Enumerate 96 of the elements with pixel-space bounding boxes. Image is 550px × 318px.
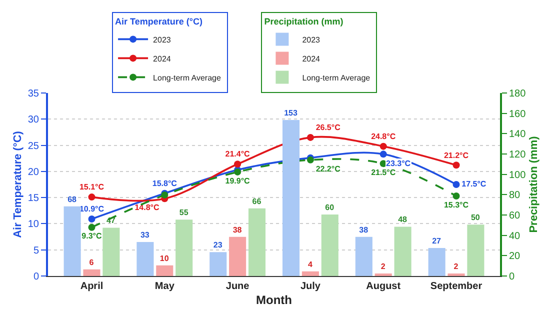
data-label: 2 bbox=[380, 262, 386, 271]
point bbox=[306, 134, 314, 141]
data-label: 23.3°C bbox=[386, 159, 411, 168]
bar bbox=[156, 265, 174, 276]
bar bbox=[229, 236, 246, 276]
x-tick-label: June bbox=[226, 281, 250, 292]
data-label: 15.3°C bbox=[444, 200, 469, 210]
data-label: 2 bbox=[454, 262, 459, 271]
text: Air Temperature (°C) bbox=[115, 16, 202, 27]
y2-tick-label: 80 bbox=[509, 190, 521, 202]
point bbox=[452, 181, 460, 188]
data-label: 60 bbox=[325, 203, 335, 212]
bar bbox=[302, 271, 319, 276]
legend-label: 2023 bbox=[153, 35, 172, 44]
y-tick-label: 5 bbox=[33, 245, 40, 256]
bar bbox=[374, 273, 392, 276]
x-axis-title: Month bbox=[256, 292, 292, 307]
data-label: 47 bbox=[106, 216, 116, 226]
bar bbox=[136, 242, 154, 276]
legend-label: Long-term Average bbox=[302, 73, 371, 82]
data-label: 22.2°C bbox=[316, 164, 341, 174]
data-label: 15.8°C bbox=[152, 179, 178, 188]
bar bbox=[321, 214, 338, 276]
y-tick-label: 25 bbox=[28, 140, 40, 152]
legend-label: 2024 bbox=[302, 54, 321, 64]
y2-tick-label: 100 bbox=[509, 170, 526, 181]
data-label: 55 bbox=[179, 208, 189, 218]
point bbox=[88, 216, 96, 223]
y-tick-label: 10 bbox=[28, 219, 40, 230]
data-label: 17.5°C bbox=[462, 180, 486, 188]
y-tick-label: 20 bbox=[28, 166, 40, 178]
y-tick-label: 35 bbox=[28, 88, 40, 100]
data-label: 26.5°C bbox=[316, 123, 341, 132]
data-label: 48 bbox=[398, 215, 408, 224]
text: Precipitation (mm) bbox=[264, 16, 344, 27]
data-label: 4 bbox=[308, 260, 313, 269]
bar bbox=[210, 252, 227, 276]
data-label: 10 bbox=[160, 254, 170, 263]
bar bbox=[102, 228, 120, 276]
x-tick-label: July bbox=[300, 281, 321, 292]
x-tick-label: August bbox=[366, 281, 402, 292]
point bbox=[234, 160, 242, 168]
data-label: 66 bbox=[252, 196, 262, 206]
bar bbox=[176, 220, 193, 276]
legend-label: 2023 bbox=[302, 35, 321, 44]
y2-tick-label: 140 bbox=[509, 129, 526, 140]
y2-tick-label: 0 bbox=[509, 272, 515, 282]
data-label: 9.3°C bbox=[82, 232, 102, 241]
y2-axis-title: Precipitation (mm) bbox=[528, 136, 540, 233]
bar bbox=[83, 269, 100, 276]
bar bbox=[282, 120, 300, 276]
point bbox=[380, 142, 387, 150]
y2-tick-label: 60 bbox=[509, 210, 521, 222]
data-label: 27 bbox=[432, 236, 442, 246]
x-tick-label: September bbox=[430, 281, 482, 292]
data-label: 24.8°C bbox=[371, 132, 396, 141]
data-label: 19.9°C bbox=[225, 176, 250, 186]
data-label: 21.5°C bbox=[371, 168, 396, 177]
data-label: 153 bbox=[284, 108, 298, 118]
data-label: 33 bbox=[140, 230, 150, 240]
legend-label: 2024 bbox=[153, 54, 172, 64]
y-tick-label: 0 bbox=[33, 272, 40, 282]
point bbox=[88, 224, 96, 231]
y2-tick-label: 160 bbox=[509, 108, 526, 120]
data-label: 10.9°C bbox=[79, 204, 104, 214]
bar bbox=[428, 248, 446, 276]
data-label: 68 bbox=[68, 194, 78, 204]
data-label: 21.4°C bbox=[225, 150, 250, 159]
point bbox=[88, 194, 96, 201]
y2-tick-label: 120 bbox=[509, 150, 526, 160]
y-tick-label: 15 bbox=[28, 193, 40, 204]
point bbox=[380, 150, 387, 158]
x-tick-label: May bbox=[154, 281, 175, 292]
bar bbox=[448, 273, 465, 276]
data-label: 14.8°C bbox=[134, 202, 160, 212]
data-label: 15.1°C bbox=[79, 182, 104, 192]
data-label: 6 bbox=[89, 258, 94, 267]
data-label: 38 bbox=[359, 225, 369, 234]
y-axis-title: Air Temperature (°C) bbox=[12, 130, 24, 238]
data-label: 21.2°C bbox=[444, 150, 469, 160]
point bbox=[452, 162, 460, 169]
bar bbox=[64, 206, 81, 276]
y2-tick-label: 180 bbox=[509, 88, 526, 100]
y2-tick-label: 20 bbox=[509, 251, 521, 262]
bar bbox=[467, 224, 484, 276]
bar bbox=[394, 226, 412, 276]
data-label: 50 bbox=[470, 213, 480, 222]
data-label: 23 bbox=[213, 240, 223, 250]
x-tick-label: April bbox=[80, 281, 104, 292]
legend-label: Long-term Average bbox=[153, 73, 222, 82]
bar bbox=[355, 236, 372, 276]
y-tick-label: 30 bbox=[28, 114, 40, 126]
y2-tick-label: 40 bbox=[509, 230, 521, 242]
point bbox=[452, 192, 460, 200]
data-label: 38 bbox=[232, 225, 242, 234]
bar bbox=[248, 208, 266, 276]
